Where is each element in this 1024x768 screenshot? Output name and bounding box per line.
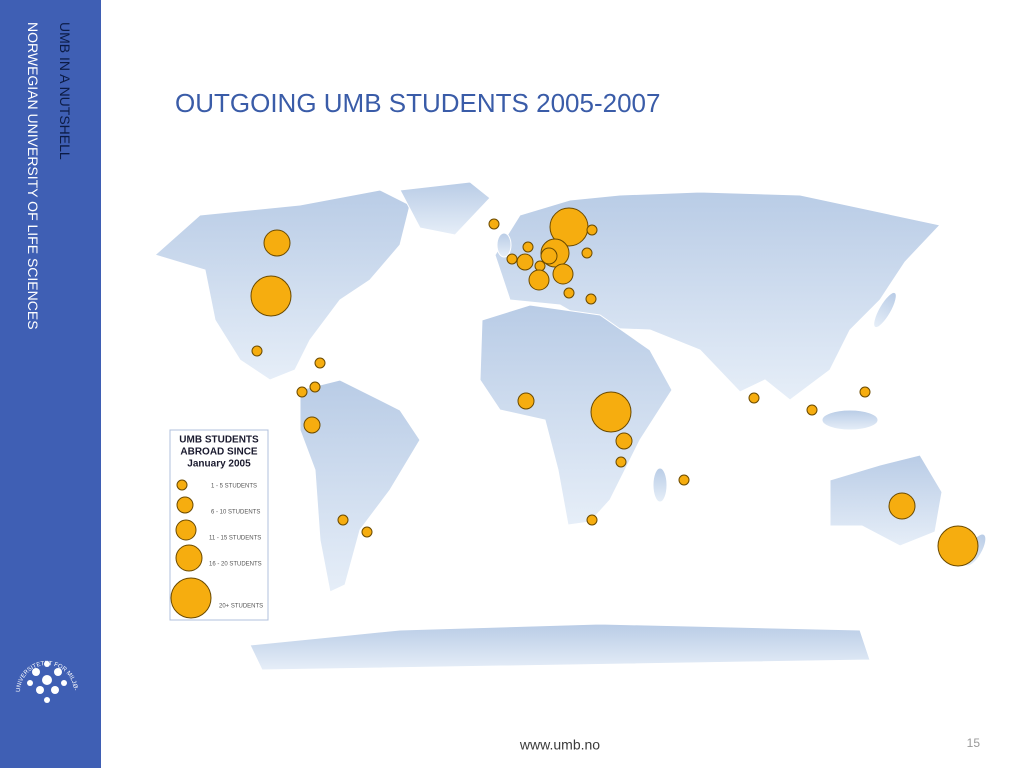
footer-url: www.umb.no: [519, 737, 600, 753]
slide-title: OUTGOING UMB STUDENTS 2005-2007: [175, 88, 660, 118]
page-number: 15: [967, 736, 981, 750]
sidebar-subheading: NORWEGIAN UNIVERSITY OF LIFE SCIENCES: [25, 22, 41, 330]
student-bubbles: [250, 207, 979, 567]
legend: UMB STUDENTS ABROAD SINCE January 2005 1…: [169, 429, 269, 621]
legend-item: 16 - 20 STUDENTS: [209, 562, 262, 568]
sidebar: [0, 0, 101, 768]
legend-item: 6 - 10 STUDENTS: [211, 510, 260, 516]
legend-item: 1 - 5 STUDENTS: [211, 484, 257, 490]
legend-title: UMB STUDENTS: [179, 435, 259, 446]
legend-item: 20+ STUDENTS: [219, 604, 263, 610]
legend-title: ABROAD SINCE: [180, 447, 258, 458]
legend-item: 11 - 15 STUDENTS: [209, 536, 261, 542]
sidebar-heading: UMB IN A NUTSHELL: [57, 22, 73, 160]
legend-title: January 2005: [187, 459, 251, 470]
